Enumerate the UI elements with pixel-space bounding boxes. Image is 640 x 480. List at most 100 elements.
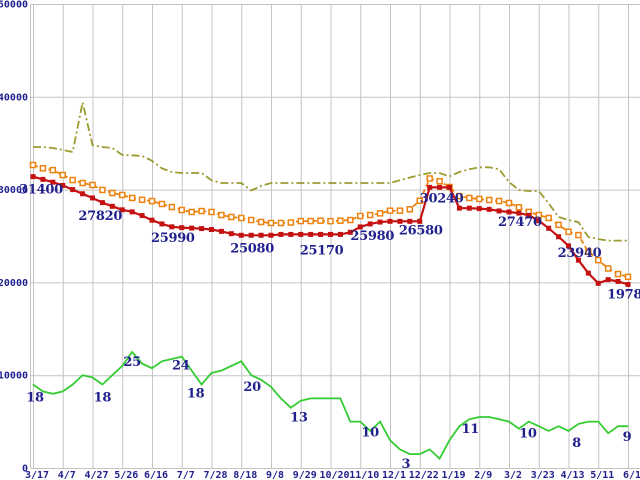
marker-open-square: [505, 199, 513, 207]
marker-filled-square: [159, 221, 165, 227]
marker-filled-square: [258, 232, 264, 238]
marker-filled-square: [585, 270, 591, 276]
marker-filled-square: [109, 203, 115, 209]
data-label: 10: [361, 426, 379, 441]
marker-filled-square: [40, 176, 46, 182]
x-tick-label: 5/26: [114, 470, 138, 480]
marker-open-square: [386, 207, 394, 214]
marker-open-square: [247, 216, 255, 224]
data-label: 10: [519, 427, 537, 442]
marker-filled-square: [288, 231, 294, 237]
marker-open-square: [426, 175, 433, 182]
marker-filled-square: [377, 219, 383, 225]
marker-open-square: [357, 212, 364, 220]
y-tick-label: 20000: [0, 278, 28, 289]
marker-open-square: [188, 208, 195, 216]
marker-filled-square: [318, 231, 324, 237]
marker-filled-square: [536, 218, 542, 224]
data-label: 25990: [151, 231, 195, 246]
marker-open-square: [624, 273, 632, 281]
marker-filled-square: [337, 231, 343, 237]
x-tick-label: 3/17: [25, 470, 49, 480]
marker-filled-square: [496, 208, 502, 214]
marker-open-square: [158, 200, 166, 208]
marker-filled-square: [278, 231, 284, 237]
marker-filled-square: [179, 225, 185, 231]
marker-open-square: [347, 216, 354, 224]
data-label: 25980: [350, 229, 394, 244]
x-tick-label: 12/1: [382, 470, 406, 480]
marker-filled-square: [149, 217, 155, 223]
data-label: 8: [572, 436, 581, 451]
data-label: 24: [172, 359, 190, 374]
marker-filled-square: [248, 232, 254, 238]
marker-open-square: [604, 265, 612, 272]
data-label: 25170: [300, 243, 344, 258]
marker-filled-square: [566, 243, 572, 249]
x-tick-label: 11/10: [349, 470, 379, 480]
marker-open-square: [49, 166, 57, 174]
marker-filled-square: [526, 212, 532, 218]
marker-filled-square: [615, 278, 621, 284]
marker-filled-square: [209, 227, 215, 233]
marker-open-square: [337, 217, 344, 224]
marker-filled-square: [357, 224, 363, 230]
marker-filled-square: [625, 281, 631, 287]
data-label: 20: [243, 380, 261, 395]
data-label: 18: [187, 386, 205, 401]
marker-filled-square: [397, 218, 403, 224]
marker-filled-square: [516, 210, 522, 216]
data-label: 18: [94, 390, 112, 405]
marker-open-square: [555, 221, 562, 229]
marker-filled-square: [60, 182, 66, 188]
marker-filled-square: [437, 184, 443, 190]
marker-open-square: [406, 206, 414, 213]
marker-filled-square: [218, 228, 224, 234]
x-tick-label: 3/23: [531, 470, 555, 480]
x-tick-label: 6/16: [144, 470, 168, 480]
data-label: 27820: [78, 209, 122, 224]
marker-open-square: [396, 207, 404, 214]
marker-filled-square: [546, 225, 552, 231]
marker-filled-square: [486, 206, 492, 212]
data-label: 11: [462, 422, 480, 437]
marker-open-square: [228, 213, 235, 221]
marker-open-square: [138, 196, 146, 204]
series-orange-dashed-line: [29, 161, 632, 281]
x-tick-label: 7/7: [177, 470, 195, 480]
olive-dashdot-line-path: [33, 102, 628, 242]
marker-filled-square: [387, 218, 393, 224]
marker-open-square: [59, 171, 67, 179]
marker-open-square: [277, 219, 285, 227]
data-label: 13: [290, 411, 308, 426]
y-tick-label: 40000: [0, 92, 28, 103]
marker-open-square: [515, 203, 523, 211]
marker-open-square: [595, 256, 602, 264]
marker-open-square: [376, 210, 384, 217]
marker-filled-square: [407, 218, 413, 224]
marker-open-square: [456, 192, 463, 200]
marker-filled-square: [139, 213, 145, 219]
marker-filled-square: [99, 200, 105, 206]
marker-filled-square: [30, 174, 36, 180]
marker-open-square: [109, 189, 116, 197]
marker-open-square: [238, 214, 245, 222]
marker-open-square: [565, 228, 572, 235]
marker-open-square: [178, 206, 186, 214]
marker-open-square: [119, 191, 126, 199]
marker-open-square: [436, 177, 443, 185]
data-label: 31400: [19, 183, 63, 198]
marker-open-square: [535, 211, 543, 219]
marker-open-square: [575, 231, 582, 239]
data-label: 27470: [498, 215, 542, 230]
marker-open-square: [168, 203, 176, 211]
marker-filled-square: [427, 184, 433, 190]
marker-open-square: [198, 207, 205, 215]
marker-filled-square: [556, 234, 562, 240]
marker-filled-square: [189, 225, 195, 231]
marker-filled-square: [129, 209, 135, 215]
marker-open-square: [257, 218, 265, 226]
y-tick-label: 30000: [0, 185, 28, 196]
